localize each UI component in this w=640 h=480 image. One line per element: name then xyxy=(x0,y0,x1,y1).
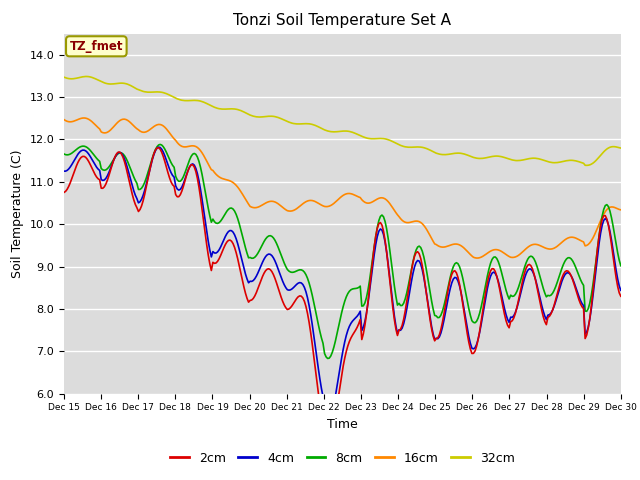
2cm xyxy=(60,190,68,195)
Line: 16cm: 16cm xyxy=(64,118,621,258)
16cm xyxy=(473,255,481,261)
8cm xyxy=(246,254,254,260)
Line: 32cm: 32cm xyxy=(64,76,621,166)
4cm xyxy=(228,228,236,234)
2cm xyxy=(589,289,596,295)
32cm xyxy=(617,145,625,151)
16cm xyxy=(60,117,68,122)
8cm xyxy=(60,151,68,157)
16cm xyxy=(228,179,236,184)
Text: TZ_fmet: TZ_fmet xyxy=(70,40,123,53)
2cm xyxy=(617,293,625,299)
8cm xyxy=(617,263,625,269)
2cm xyxy=(255,282,263,288)
4cm xyxy=(246,278,254,284)
4cm xyxy=(255,266,263,272)
8cm xyxy=(129,170,136,176)
4cm xyxy=(305,302,313,308)
16cm xyxy=(81,115,88,121)
32cm xyxy=(60,74,68,80)
8cm xyxy=(228,205,236,211)
32cm xyxy=(228,106,236,112)
16cm xyxy=(617,207,625,213)
4cm xyxy=(617,288,625,293)
32cm xyxy=(255,114,263,120)
8cm xyxy=(305,280,313,286)
32cm xyxy=(305,121,313,127)
4cm xyxy=(60,168,68,174)
4cm xyxy=(324,416,332,421)
32cm xyxy=(583,163,591,168)
Line: 4cm: 4cm xyxy=(64,147,621,419)
Line: 2cm: 2cm xyxy=(64,148,621,444)
4cm xyxy=(155,144,163,150)
2cm xyxy=(305,319,313,325)
8cm xyxy=(324,356,332,361)
8cm xyxy=(255,248,263,253)
2cm xyxy=(324,441,332,446)
2cm xyxy=(129,192,136,197)
16cm xyxy=(246,204,254,209)
8cm xyxy=(156,142,164,147)
8cm xyxy=(589,282,596,288)
2cm xyxy=(246,298,254,303)
4cm xyxy=(129,183,136,189)
32cm xyxy=(130,84,138,90)
2cm xyxy=(155,145,163,151)
Line: 8cm: 8cm xyxy=(64,144,621,359)
Y-axis label: Soil Temperature (C): Soil Temperature (C) xyxy=(11,149,24,278)
X-axis label: Time: Time xyxy=(327,418,358,431)
Title: Tonzi Soil Temperature Set A: Tonzi Soil Temperature Set A xyxy=(234,13,451,28)
32cm xyxy=(82,73,90,79)
16cm xyxy=(130,123,138,129)
32cm xyxy=(589,160,596,166)
16cm xyxy=(305,198,313,204)
32cm xyxy=(246,112,254,118)
16cm xyxy=(589,235,596,241)
2cm xyxy=(228,238,236,244)
4cm xyxy=(589,294,596,300)
16cm xyxy=(255,204,263,209)
Legend: 2cm, 4cm, 8cm, 16cm, 32cm: 2cm, 4cm, 8cm, 16cm, 32cm xyxy=(165,447,520,469)
